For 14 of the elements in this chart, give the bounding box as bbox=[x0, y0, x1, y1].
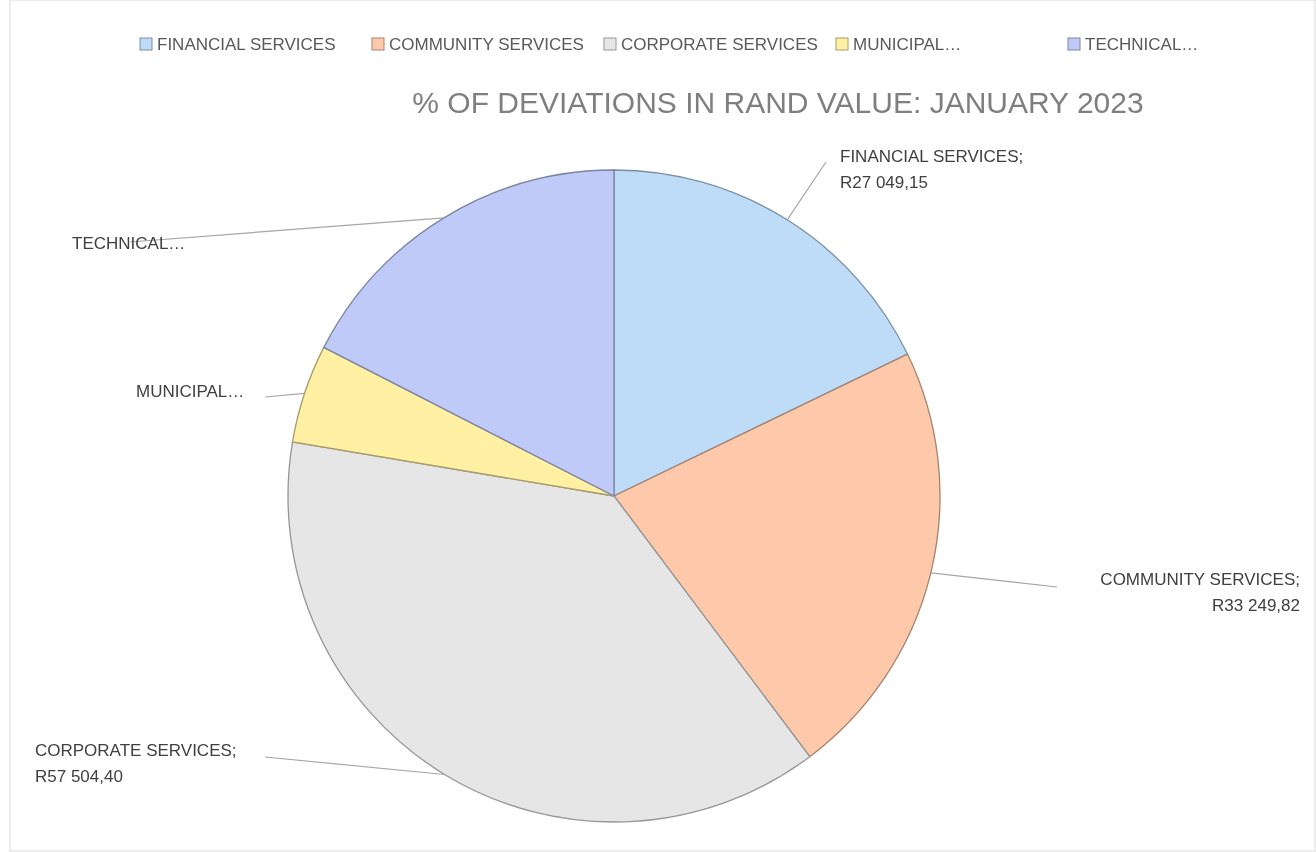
slice-label: MUNICIPAL… bbox=[136, 382, 245, 401]
pie-slice bbox=[291, 346, 615, 497]
pie-slice bbox=[613, 353, 941, 758]
pie-slice bbox=[287, 441, 811, 823]
legend-label: FINANCIAL SERVICES bbox=[157, 35, 336, 54]
legend-label: TECHNICAL… bbox=[1085, 35, 1199, 54]
text: % OF DEVIATIONS IN RAND VALUE: JANUARY 2023 bbox=[412, 86, 1144, 119]
legend-label: MUNICIPAL… bbox=[853, 35, 962, 54]
slice-label: TECHNICAL… bbox=[72, 234, 186, 253]
legend-label: COMMUNITY SERVICES bbox=[389, 35, 584, 54]
data-label: CORPORATE SERVICES; R57 504,40 bbox=[35, 741, 237, 786]
data-label: FINANCIAL SERVICES; R27 049,15 bbox=[840, 147, 1024, 192]
data-label: COMMUNITY SERVICES; R33 249,82 bbox=[1100, 570, 1300, 615]
legend-label: CORPORATE SERVICES bbox=[621, 35, 818, 54]
